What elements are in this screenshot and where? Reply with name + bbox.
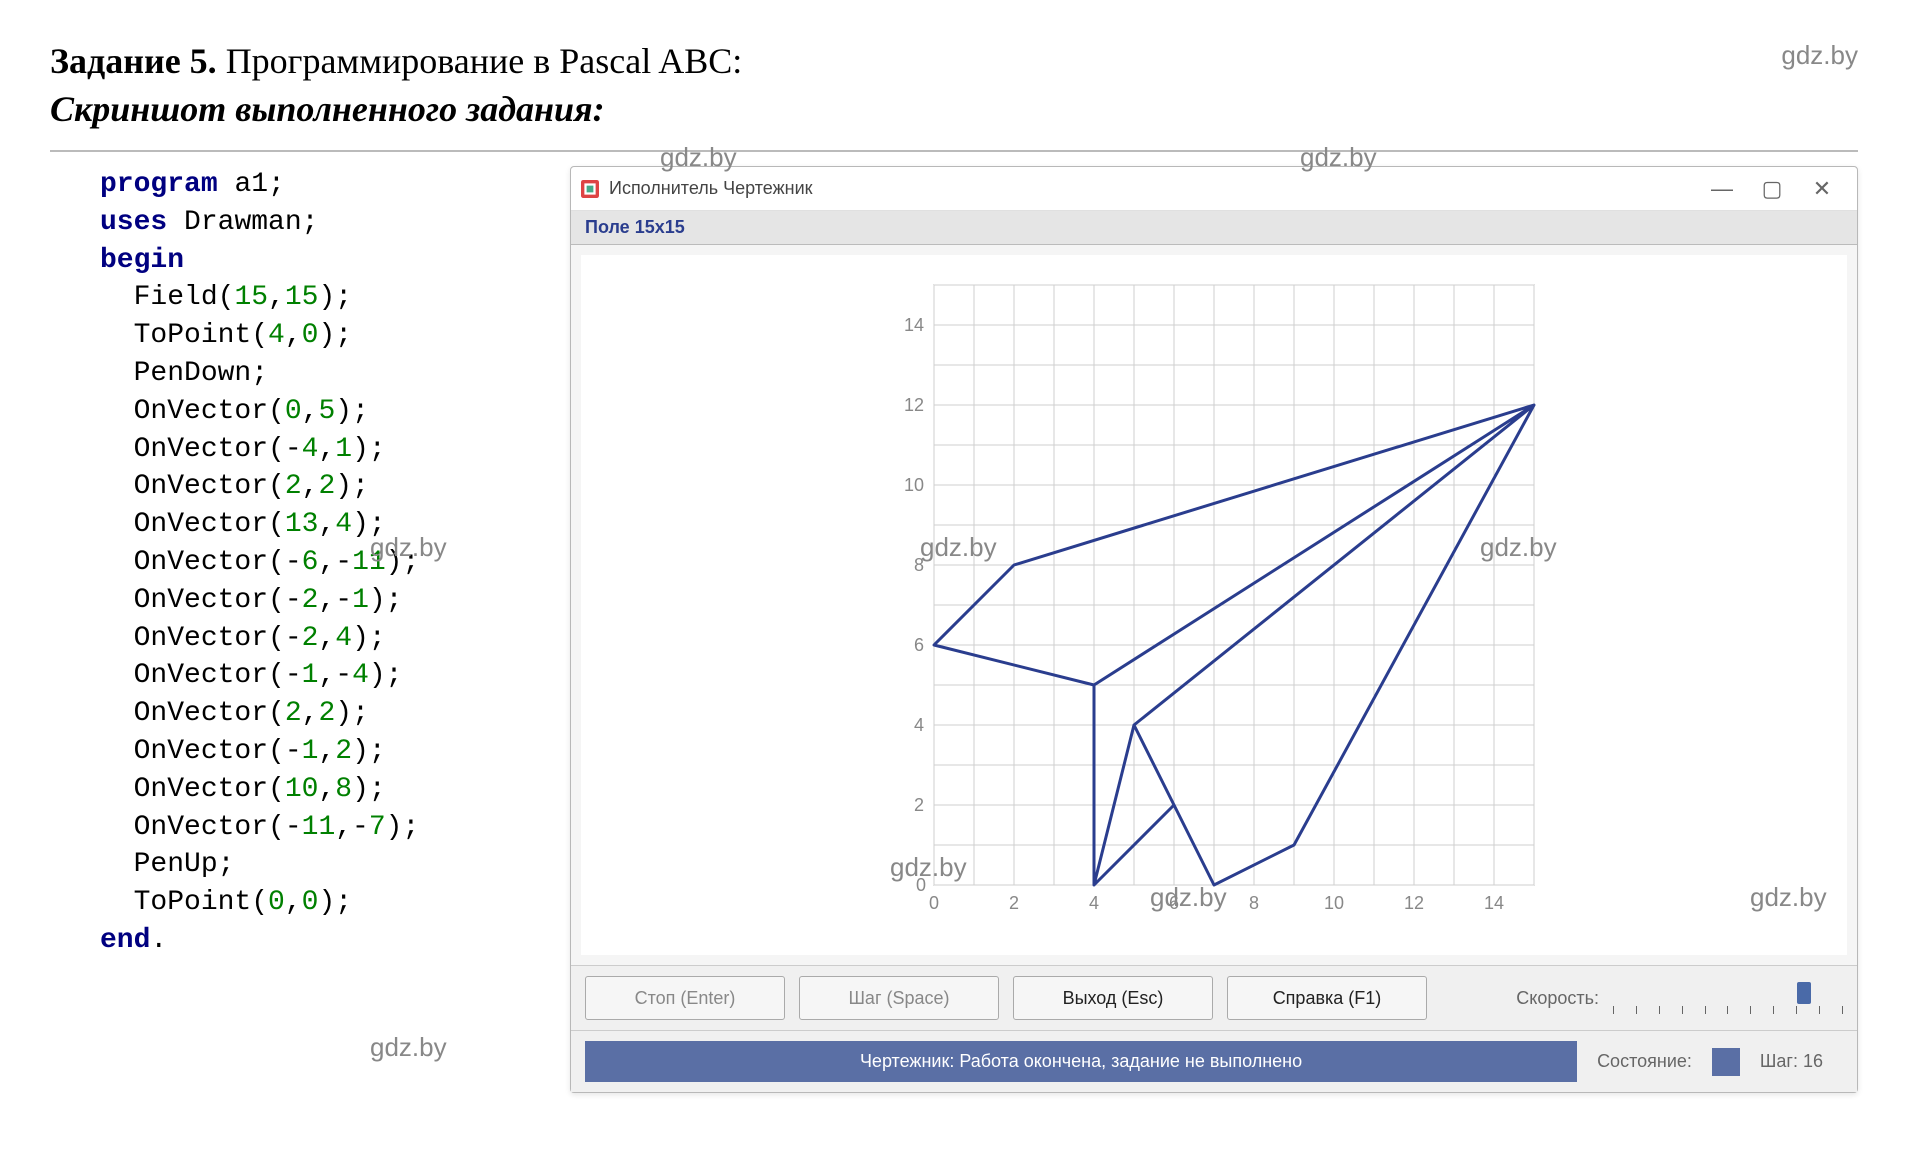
svg-text:0: 0 bbox=[929, 893, 939, 913]
svg-text:10: 10 bbox=[904, 475, 924, 495]
window-title: Исполнитель Чертежник bbox=[609, 178, 1697, 199]
maximize-button[interactable]: ▢ bbox=[1747, 176, 1797, 202]
slider-thumb[interactable] bbox=[1797, 982, 1811, 1004]
svg-text:2: 2 bbox=[914, 795, 924, 815]
speed-slider[interactable] bbox=[1613, 982, 1843, 1014]
svg-text:10: 10 bbox=[1324, 893, 1344, 913]
status-banner: Чертежник: Работа окончена, задание не в… bbox=[585, 1041, 1577, 1082]
field-size-label: Поле 15x15 bbox=[571, 211, 1857, 245]
svg-text:6: 6 bbox=[1169, 893, 1179, 913]
svg-text:0: 0 bbox=[916, 875, 926, 895]
close-button[interactable]: ✕ bbox=[1797, 176, 1847, 202]
task-subheading: Скриншот выполненного задания: bbox=[50, 88, 1858, 130]
svg-text:8: 8 bbox=[1249, 893, 1259, 913]
step-button[interactable]: Шаг (Space) bbox=[799, 976, 999, 1020]
drawing-canvas-area: 0 2 4 6 8 10 12 14 2 4 6 8 10 12 14 0 bbox=[581, 255, 1847, 955]
watermark: gdz.by bbox=[1781, 40, 1858, 71]
svg-text:14: 14 bbox=[1484, 893, 1504, 913]
task-heading: Задание 5. Программирование в Pascal ABC… bbox=[50, 40, 1858, 82]
task-number: Задание 5. bbox=[50, 41, 217, 81]
titlebar: Исполнитель Чертежник — ▢ ✕ bbox=[571, 167, 1857, 211]
code-pane: program a1;uses Drawman;begin Field(15,1… bbox=[50, 166, 550, 1093]
svg-text:8: 8 bbox=[914, 555, 924, 575]
status-bar: Чертежник: Работа окончена, задание не в… bbox=[571, 1030, 1857, 1092]
svg-text:14: 14 bbox=[904, 315, 924, 335]
svg-text:4: 4 bbox=[914, 715, 924, 735]
speed-label: Скорость: bbox=[1516, 988, 1599, 1009]
state-label: Состояние: bbox=[1597, 1051, 1692, 1072]
control-bar: Стоп (Enter) Шаг (Space) Выход (Esc) Спр… bbox=[571, 965, 1857, 1030]
task-title-rest: Программирование в Pascal ABC: bbox=[217, 41, 743, 81]
svg-text:4: 4 bbox=[1089, 893, 1099, 913]
state-color-swatch bbox=[1712, 1048, 1740, 1076]
help-button[interactable]: Справка (F1) bbox=[1227, 976, 1427, 1020]
step-count-label: Шаг: 16 bbox=[1760, 1051, 1823, 1072]
svg-text:12: 12 bbox=[1404, 893, 1424, 913]
stop-button[interactable]: Стоп (Enter) bbox=[585, 976, 785, 1020]
svg-text:12: 12 bbox=[904, 395, 924, 415]
minimize-button[interactable]: — bbox=[1697, 176, 1747, 202]
svg-text:6: 6 bbox=[914, 635, 924, 655]
exit-button[interactable]: Выход (Esc) bbox=[1013, 976, 1213, 1020]
drawman-window: Исполнитель Чертежник — ▢ ✕ Поле 15x15 0… bbox=[570, 166, 1858, 1093]
drawing-canvas: 0 2 4 6 8 10 12 14 2 4 6 8 10 12 14 0 bbox=[884, 275, 1544, 935]
app-icon bbox=[581, 180, 599, 198]
svg-text:2: 2 bbox=[1009, 893, 1019, 913]
screenshot-area: program a1;uses Drawman;begin Field(15,1… bbox=[50, 150, 1858, 1093]
